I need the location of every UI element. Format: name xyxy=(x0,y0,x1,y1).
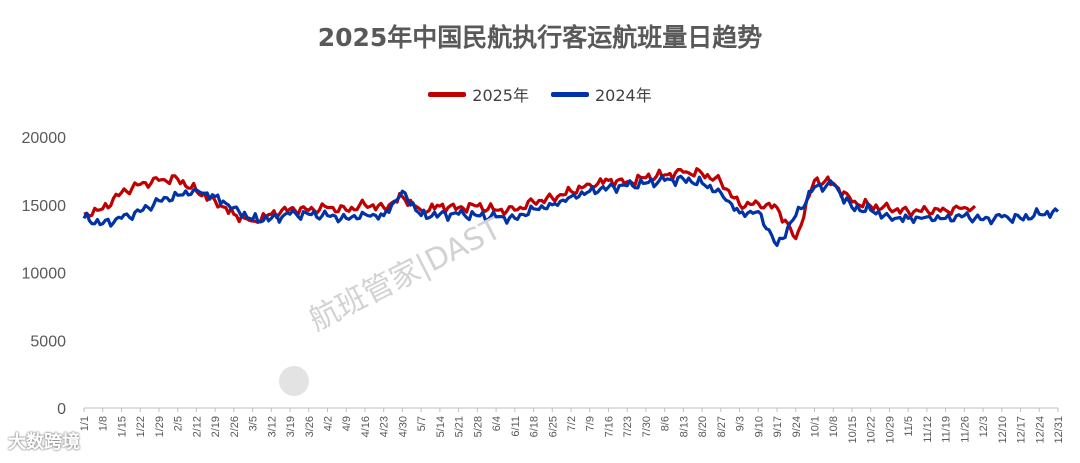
x-tick-label: 5/7 xyxy=(416,416,428,431)
chart-title: 2025年中国民航执行客运航班量日趋势 xyxy=(317,23,763,52)
y-tick-label: 0 xyxy=(57,401,66,418)
x-tick-label: 3/26 xyxy=(304,416,316,437)
series-line-2024 xyxy=(82,174,1060,247)
x-tick-label: 5/28 xyxy=(472,416,484,437)
x-tick-label: 6/25 xyxy=(547,416,559,437)
x-tick-label: 4/30 xyxy=(397,416,409,437)
x-tick-label: 2/12 xyxy=(191,416,203,437)
x-tick-label: 9/10 xyxy=(753,416,765,437)
x-tick-label: 11/26 xyxy=(959,416,971,443)
x-tick-label: 12/10 xyxy=(997,416,1009,444)
x-tick-label: 9/3 xyxy=(735,416,747,431)
x-tick-label: 8/13 xyxy=(678,416,690,437)
legend-item-2025: 2025年 xyxy=(428,82,529,106)
x-tick-label: 4/23 xyxy=(379,416,391,437)
y-tick-label: 10000 xyxy=(22,266,67,283)
x-tick-label: 8/27 xyxy=(716,416,728,437)
x-tick-label: 11/5 xyxy=(903,416,915,437)
x-tick-label: 1/8 xyxy=(98,416,110,431)
x-tick-label: 1/1 xyxy=(79,416,91,431)
x-tick-label: 12/17 xyxy=(1016,416,1028,444)
x-tick-label: 5/21 xyxy=(454,416,466,437)
x-tick-label: 7/2 xyxy=(566,416,578,431)
x-tick-label: 10/1 xyxy=(810,416,822,437)
x-tick-label: 9/17 xyxy=(772,416,784,437)
x-tick-label: 4/16 xyxy=(360,416,372,437)
x-tick-label: 7/9 xyxy=(585,416,597,431)
legend-swatch-2025 xyxy=(428,91,467,97)
x-tick-label: 1/29 xyxy=(154,416,166,437)
y-tick-label: 15000 xyxy=(22,198,67,215)
x-tick-label: 11/12 xyxy=(922,416,934,443)
x-tick-label: 2/26 xyxy=(229,416,241,437)
x-tick-label: 7/23 xyxy=(622,416,634,437)
x-tick-label: 8/6 xyxy=(660,416,672,431)
x-tick-label: 11/19 xyxy=(941,416,953,443)
legend: 2025年 2024年 xyxy=(0,82,1080,106)
x-tick-label: 3/19 xyxy=(285,416,297,437)
x-tick-label: 6/4 xyxy=(491,416,503,431)
x-tick-label: 6/18 xyxy=(529,416,541,437)
x-tick-label: 1/15 xyxy=(116,416,128,437)
watermark-plane-icon xyxy=(279,366,309,396)
series-line-2025 xyxy=(83,167,977,241)
x-tick-label: 9/24 xyxy=(791,416,803,437)
x-tick-label: 10/29 xyxy=(884,416,896,444)
x-tick-label: 5/14 xyxy=(435,416,447,437)
x-tick-label: 7/16 xyxy=(603,416,615,437)
x-tick-label: 10/8 xyxy=(828,416,840,437)
x-tick-label: 12/24 xyxy=(1034,416,1046,444)
x-tick-label: 4/2 xyxy=(323,416,335,431)
x-tick-label: 1/22 xyxy=(135,416,147,437)
footer-watermark: 大数跨境 xyxy=(8,432,80,453)
x-tick-label: 12/31 xyxy=(1053,416,1065,444)
x-tick-label: 10/22 xyxy=(866,416,878,444)
x-tick-label: 8/20 xyxy=(697,416,709,437)
y-tick-label: 20000 xyxy=(22,130,67,147)
legend-swatch-2024 xyxy=(551,91,589,97)
legend-label-2025: 2025年 xyxy=(472,86,529,105)
y-tick-label: 5000 xyxy=(30,333,66,350)
x-tick-label: 3/5 xyxy=(248,416,260,431)
legend-item-2024: 2024年 xyxy=(551,82,652,106)
x-tick-label: 2/19 xyxy=(210,416,222,437)
x-tick-label: 3/12 xyxy=(266,416,278,437)
x-tick-label: 2/5 xyxy=(173,416,185,431)
x-tick-label: 10/15 xyxy=(847,416,859,444)
x-tick-label: 6/11 xyxy=(510,416,522,437)
x-tick-label: 12/3 xyxy=(978,416,990,437)
x-tick-label: 7/30 xyxy=(641,416,653,437)
x-tick-label: 4/9 xyxy=(341,416,353,431)
legend-label-2024: 2024年 xyxy=(595,86,652,105)
